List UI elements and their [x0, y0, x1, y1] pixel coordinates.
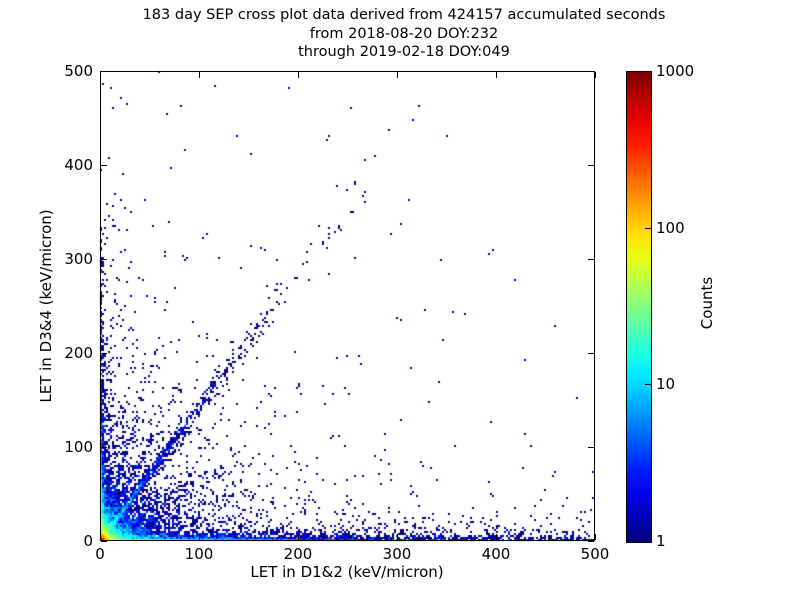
x-tick-bottom [595, 534, 596, 540]
y-tick-left [101, 353, 107, 354]
colorbar-inner-tick [645, 384, 651, 386]
colorbar-label: Counts [698, 276, 716, 330]
x-tick-bottom [199, 534, 200, 540]
x-tick-bottom [496, 534, 497, 540]
y-tick-label: 100 [64, 438, 93, 456]
x-tick-top [397, 72, 398, 78]
x-tick-label: 300 [382, 545, 412, 563]
x-tick-top [496, 72, 497, 78]
y-tick-label: 200 [64, 344, 93, 362]
x-tick-label: 200 [283, 545, 313, 563]
x-tick-top [595, 72, 596, 78]
y-tick-right [588, 165, 594, 166]
plot-frame [100, 71, 595, 541]
x-axis-label: LET in D1&2 (keV/micron) [250, 563, 444, 581]
x-tick-bottom [298, 534, 299, 540]
y-axis-label: LET in D3&4 (keV/micron) [37, 209, 55, 403]
x-tick-bottom [397, 534, 398, 540]
x-tick-bottom [100, 534, 101, 540]
colorbar-tick-label: 10 [656, 375, 676, 394]
y-tick-left [101, 541, 107, 542]
y-tick-label: 500 [64, 62, 93, 80]
y-tick-right [588, 447, 594, 448]
colorbar-tick-label: 100 [656, 218, 685, 237]
x-tick-top [100, 72, 101, 78]
x-tick-label: 400 [481, 545, 511, 563]
y-tick-left [101, 165, 107, 166]
x-tick-label: 0 [95, 545, 105, 563]
y-tick-right [588, 259, 594, 260]
colorbar-tick-label: 1 [656, 532, 666, 550]
x-tick-label: 100 [184, 545, 214, 563]
colorbar-inner-tick [645, 227, 651, 229]
y-tick-left [101, 71, 107, 72]
y-tick-right [588, 541, 594, 542]
colorbar [626, 71, 652, 543]
x-tick-top [298, 72, 299, 78]
y-tick-label: 300 [64, 250, 93, 268]
y-tick-right [588, 71, 594, 72]
y-tick-left [101, 447, 107, 448]
x-tick-top [199, 72, 200, 78]
y-tick-label: 400 [64, 156, 93, 174]
y-tick-right [588, 353, 594, 354]
y-tick-label: 0 [83, 532, 93, 550]
colorbar-tick-label: 1000 [656, 62, 695, 80]
x-tick-label: 500 [580, 545, 610, 563]
y-tick-left [101, 259, 107, 260]
